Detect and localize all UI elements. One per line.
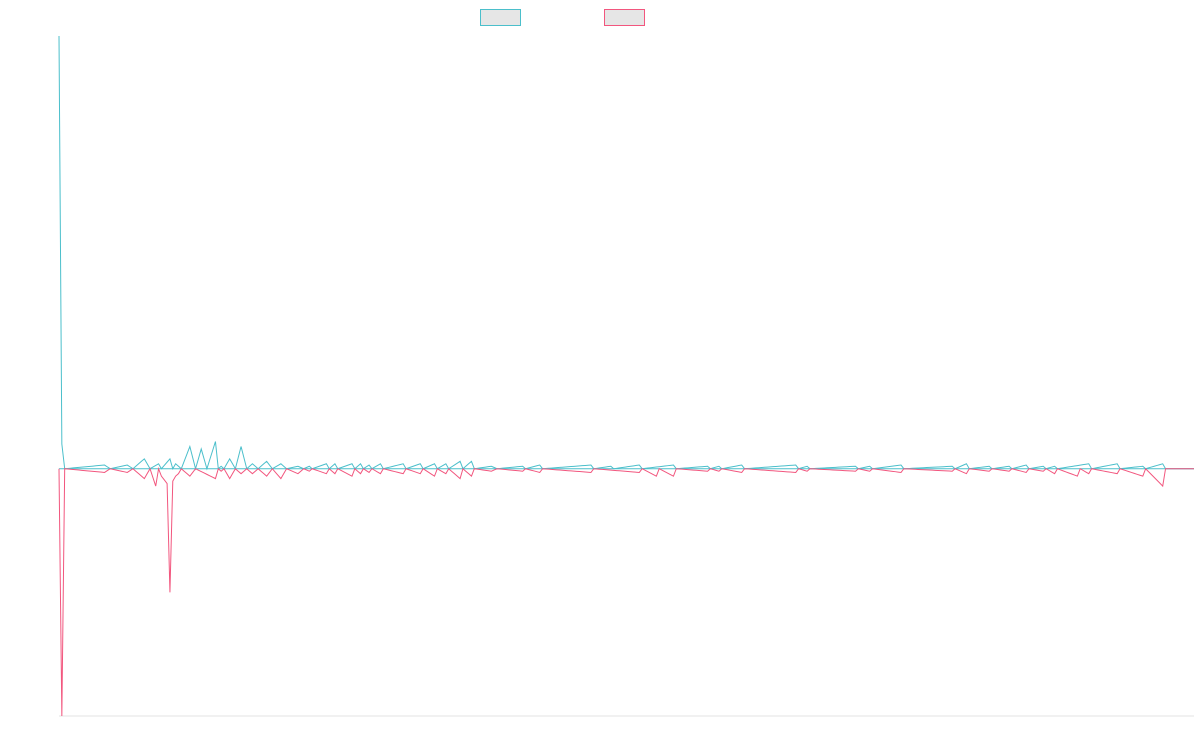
legend: [480, 9, 645, 26]
series-line-a: [58, 35, 1194, 471]
plot-area: [58, 35, 1194, 717]
legend-swatch-b[interactable]: [604, 9, 645, 26]
series-line-b: [58, 466, 1194, 717]
legend-swatch-a[interactable]: [480, 9, 521, 26]
series-layer: [58, 35, 1194, 717]
